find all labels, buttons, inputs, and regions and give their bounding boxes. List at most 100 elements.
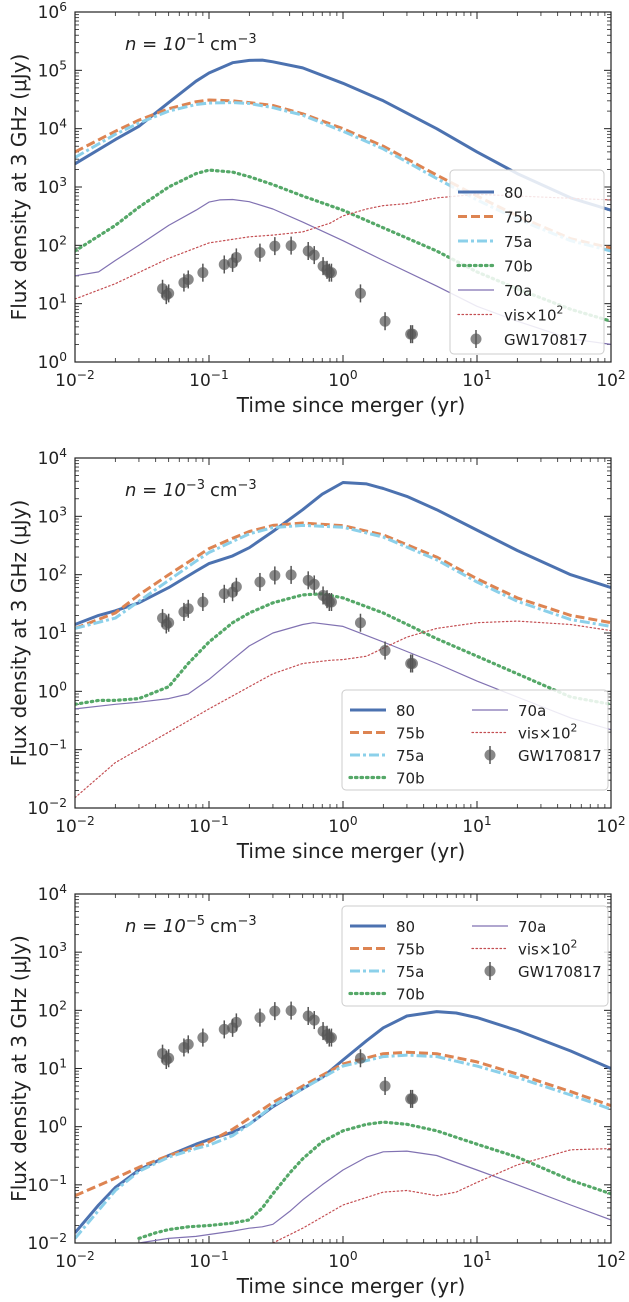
y-tick-label-exp: 0 xyxy=(59,1115,67,1129)
y-tick-label-exp: −2 xyxy=(49,1231,67,1245)
y-tick-label: 102 xyxy=(38,563,67,586)
gw-point xyxy=(406,658,418,670)
gw-point xyxy=(325,1032,337,1044)
x-tick-label-base: 10 xyxy=(189,371,211,391)
x-tick-label-exp: 1 xyxy=(484,368,492,382)
x-axis-label: Time since merger (yr) xyxy=(236,393,466,417)
x-tick-label-base: 10 xyxy=(596,371,618,391)
gw-point xyxy=(197,1032,209,1044)
gw-point xyxy=(269,569,281,581)
density-unit: cm xyxy=(210,480,237,501)
x-tick-label: 10−2 xyxy=(55,368,95,391)
density-unit: cm xyxy=(210,34,237,55)
y-tick-label: 102 xyxy=(38,233,67,256)
series-line-75a xyxy=(75,1053,611,1240)
gw-point xyxy=(379,315,391,327)
series-line-75b xyxy=(75,521,611,630)
y-tick-label: 100 xyxy=(38,1115,67,1138)
y-tick-label-exp: 5 xyxy=(59,58,67,72)
x-tick-label: 100 xyxy=(328,814,357,837)
x-tick-label-base: 10 xyxy=(189,817,211,837)
x-tick-label: 102 xyxy=(596,814,625,837)
y-tick-label: 10−1 xyxy=(27,738,67,761)
x-tick-label-exp: −1 xyxy=(211,1249,229,1263)
legend-label-l70a: 70a xyxy=(518,702,546,720)
x-tick-label-exp: 0 xyxy=(350,814,358,828)
y-tick-label: 103 xyxy=(38,175,67,198)
y-tick-label-base: 10 xyxy=(38,236,60,256)
x-axis-label: Time since merger (yr) xyxy=(236,839,466,863)
gw-point xyxy=(406,1093,418,1105)
series-line-80 xyxy=(75,58,611,212)
series-line-vis×10² xyxy=(75,620,611,799)
x-tick-label: 10−2 xyxy=(55,814,95,837)
density-annotation: n = 10−3 cm−3 xyxy=(125,478,257,501)
gw-point xyxy=(308,1014,320,1026)
x-tick-label: 10−2 xyxy=(55,1249,95,1272)
axes-frame xyxy=(74,893,612,1244)
gw-point xyxy=(325,267,337,279)
legend-label-l75a: 75a xyxy=(396,747,424,765)
y-tick-label-exp: 0 xyxy=(59,350,67,364)
series-group xyxy=(75,481,611,799)
series-line-75b xyxy=(75,1050,611,1198)
y-tick-label-exp: 1 xyxy=(59,621,67,635)
y-tick-label: 100 xyxy=(38,350,67,373)
x-tick-label: 10−1 xyxy=(189,368,229,391)
y-axis-label: Flux density at 3 GHz (μJy) xyxy=(7,935,31,1202)
legend-label-l70b: 70b xyxy=(396,770,425,788)
y-tick-label-base: 10 xyxy=(38,566,60,586)
legend: 80 75b 75a 70b 70a vis×102 GW170817 xyxy=(341,689,609,791)
y-tick-label: 104 xyxy=(38,446,68,469)
gw-point xyxy=(308,249,320,261)
series-line-80 xyxy=(75,481,611,626)
x-tick-label-exp: 1 xyxy=(484,814,492,828)
legend-swatch-gw xyxy=(484,749,496,761)
density-unit-exp: −3 xyxy=(237,914,256,929)
legend-label-l75b: 75b xyxy=(396,941,425,959)
y-tick-label: 10−2 xyxy=(27,1231,67,1254)
density-prefix: n = 10 xyxy=(125,34,186,55)
x-tick-label-exp: −1 xyxy=(211,368,229,382)
gw-point xyxy=(254,576,266,588)
density-annotation: n = 10−1 cm−3 xyxy=(125,32,257,55)
series-line-70a xyxy=(138,1150,611,1243)
density-prefix: n = 10 xyxy=(125,480,186,501)
y-tick-label: 101 xyxy=(38,621,67,644)
series-line-70a xyxy=(75,622,611,731)
gw-point xyxy=(379,645,391,657)
legend-swatch-gw xyxy=(484,965,496,977)
x-tick-label-base: 10 xyxy=(189,1252,211,1272)
legend-label-vis-base: vis×10 xyxy=(518,941,571,959)
gw-point xyxy=(269,1005,281,1017)
y-tick-label-base: 10 xyxy=(38,178,60,198)
y-tick-label-exp: 4 xyxy=(59,446,67,460)
gw-point xyxy=(163,287,175,299)
gw-point xyxy=(218,258,230,270)
y-tick-label-exp: 3 xyxy=(59,504,67,518)
density-annotation: n = 10−5 cm−3 xyxy=(125,914,257,937)
y-tick-label-base: 10 xyxy=(27,1176,49,1196)
y-tick-label-base: 10 xyxy=(38,449,60,469)
legend-label-vis: vis×102 xyxy=(518,938,577,959)
x-tick-label: 100 xyxy=(328,1249,357,1272)
legend-label-l70a: 70a xyxy=(518,918,546,936)
x-tick-label-exp: 2 xyxy=(618,1249,626,1263)
legend-label-gw: GW170817 xyxy=(504,331,588,349)
series-group xyxy=(75,1010,611,1243)
x-tick-label-base: 10 xyxy=(328,817,350,837)
gw-point xyxy=(218,1023,230,1035)
y-tick-label-exp: 3 xyxy=(59,940,67,954)
series-line-80 xyxy=(75,1010,611,1234)
gw-point xyxy=(197,596,209,608)
x-tick-label: 102 xyxy=(596,368,625,391)
y-tick-label: 103 xyxy=(38,504,67,527)
axes-frame xyxy=(74,11,612,363)
gw-point xyxy=(325,596,337,608)
series-line-70b xyxy=(75,168,611,323)
legend-box xyxy=(341,689,609,791)
legend-label-vis-exp: 2 xyxy=(557,304,564,317)
gw-point xyxy=(230,251,242,263)
x-tick-label: 101 xyxy=(462,368,491,391)
y-tick-label: 104 xyxy=(38,882,68,905)
